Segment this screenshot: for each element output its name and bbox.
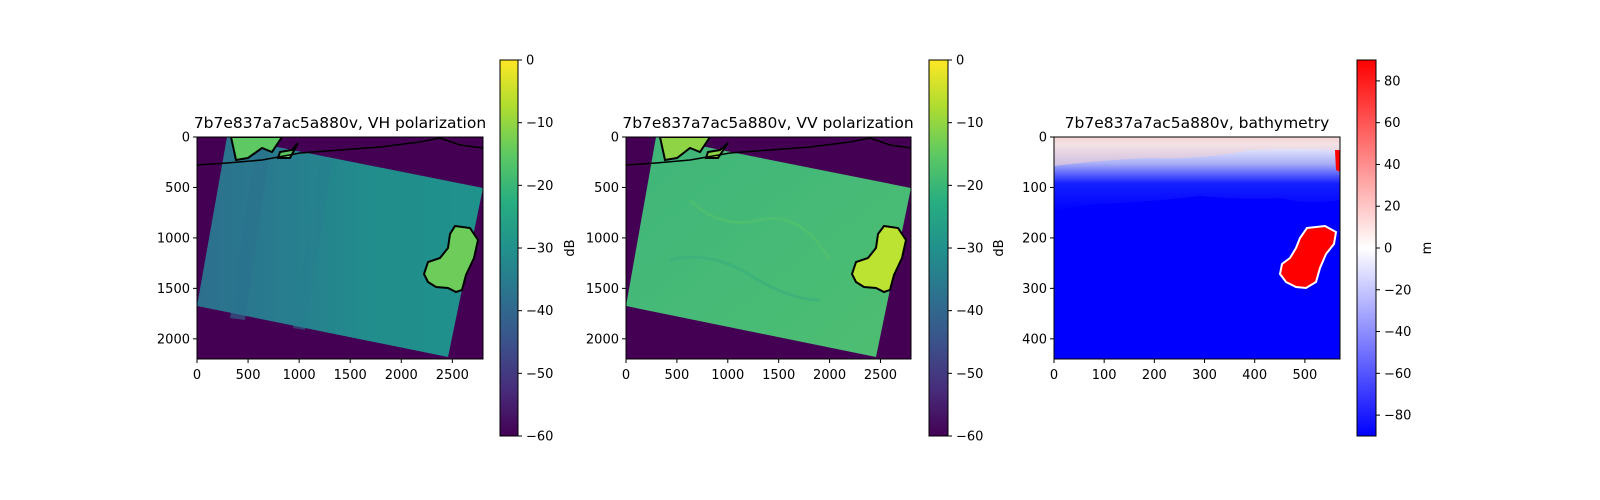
bathymetry-island <box>1278 224 1338 290</box>
colorbar-bathymetry-tick-label: 80 <box>1384 74 1401 89</box>
colorbar-bathymetry-tick-label: 60 <box>1384 116 1401 131</box>
panel-vv: 7b7e837a7ac5a880v, VV polarization 0 500 1… <box>586 114 914 383</box>
colorbar-vv: 0 −10 −20 −30 −40 −50 −60 dB <box>928 54 1007 445</box>
bathymetry-x-tick-label: 500 <box>1292 368 1317 383</box>
panel-vh: 7b7e837a7ac5a880v, VH polarization 0 500 1… <box>157 114 486 383</box>
colorbar-bathymetry-ticks: 80 60 40 20 0 −20 −40 −60 −80 <box>1376 74 1411 424</box>
panel-bathymetry: 7b7e837a7ac5a880v, bathymetry 0 100 200 300… <box>1022 114 1341 384</box>
bathymetry-x-tick-label: 0 <box>1050 368 1058 383</box>
bathymetry-x-tick-label: 300 <box>1192 368 1217 383</box>
vv-texture <box>669 255 821 302</box>
colorbar-vv-tick-label: −10 <box>956 116 983 131</box>
vv-y-tick-label: 500 <box>594 181 619 196</box>
colorbar-vh-ticks: 0 −10 −20 −30 −40 −50 −60 <box>518 54 553 445</box>
vh-y-tick-label: 2000 <box>157 332 190 347</box>
panel-bathymetry-image <box>1054 137 1340 359</box>
colorbar-bathymetry-tick-label: −40 <box>1384 325 1411 340</box>
bathymetry-land-edge <box>1335 150 1340 172</box>
vv-island <box>850 224 908 294</box>
panel-bathymetry-title: 7b7e837a7ac5a880v, bathymetry <box>1065 114 1330 132</box>
vv-land-north <box>658 137 712 162</box>
vv-x-tick-label: 1500 <box>762 368 795 383</box>
colorbar-vh-tick-label: 0 <box>526 54 534 69</box>
colorbar-bathymetry-label: m <box>1420 242 1435 255</box>
vh-x-tick-label: 0 <box>193 368 201 383</box>
vh-y-tick-label: 1500 <box>157 282 190 297</box>
vv-coast-line <box>626 137 911 166</box>
vh-land-north <box>229 137 284 162</box>
vv-y-tick-label: 1000 <box>586 231 619 246</box>
colorbar-vv-tick-label: −50 <box>956 367 983 382</box>
panel-vh-title: 7b7e837a7ac5a880v, VH polarization <box>194 114 486 132</box>
bathymetry-y-tick-label: 300 <box>1022 282 1047 297</box>
vv-texture <box>688 198 832 261</box>
colorbar-vh-tick-label: −60 <box>526 430 553 445</box>
colorbar-vh-tick-label: −40 <box>526 304 553 319</box>
vv-y-tick-label: 2000 <box>586 332 619 347</box>
colorbar-vh-tick-label: −50 <box>526 367 553 382</box>
colorbar-vv-label: dB <box>992 239 1007 256</box>
vh-swath <box>197 137 483 357</box>
vh-x-tick-label: 1500 <box>334 368 367 383</box>
bathymetry-y-tick-label: 100 <box>1022 181 1047 196</box>
colorbar-bathymetry-tick-label: −20 <box>1384 283 1411 298</box>
colorbar-vh: 0 −10 −20 −30 −40 −50 −60 dB <box>499 54 578 445</box>
colorbar-vh-tick-label: −30 <box>526 242 553 257</box>
vh-y-tick-label: 1000 <box>157 231 190 246</box>
bathymetry-x-tick-label: 100 <box>1092 368 1117 383</box>
colorbar-bathymetry-tick-label: 0 <box>1384 242 1392 257</box>
panel-vv-image <box>626 137 911 359</box>
vv-x-tick-label: 2000 <box>813 368 846 383</box>
vv-y-tick-label: 0 <box>611 131 619 146</box>
vh-x-tick-label: 500 <box>236 368 261 383</box>
bathymetry-x-tick-label: 400 <box>1242 368 1267 383</box>
bathymetry-y-tick-label: 0 <box>1039 131 1047 146</box>
colorbar-vv-tick-label: −30 <box>956 242 983 257</box>
colorbar-bathymetry-tick-label: 20 <box>1384 200 1401 215</box>
bathymetry-shallow-band <box>1054 137 1340 166</box>
colorbar-bathymetry-tick-label: −60 <box>1384 367 1411 382</box>
vv-x-tick-label: 1000 <box>711 368 744 383</box>
vh-x-tick-label: 2500 <box>436 368 469 383</box>
panel-vh-ticks: 0 500 1000 1500 2000 2500 0 500 1000 1500 2000 <box>157 131 469 384</box>
vv-swath <box>626 137 911 357</box>
vh-coast-line <box>197 137 483 166</box>
colorbar-vv-tick-label: 0 <box>956 54 964 69</box>
vh-stripe <box>293 160 332 330</box>
panel-vv-ticks: 0 500 1000 1500 2000 2500 0 500 1000 1500 2000 <box>586 131 897 384</box>
colorbar-vh-tick-label: −10 <box>526 116 553 131</box>
panel-bathymetry-ticks: 0 100 200 300 400 500 0 100 200 300 400 <box>1022 131 1317 384</box>
colorbar-vh-tick-label: −20 <box>526 179 553 194</box>
vh-x-tick-label: 2000 <box>385 368 418 383</box>
vv-x-tick-label: 0 <box>622 368 630 383</box>
colorbar-vv-ticks: 0 −10 −20 −30 −40 −50 −60 <box>948 54 983 445</box>
colorbar-bathymetry-tick-label: −80 <box>1384 409 1411 424</box>
panel-vv-title: 7b7e837a7ac5a880v, VV polarization <box>622 114 913 132</box>
vv-x-tick-label: 500 <box>664 368 689 383</box>
vv-x-tick-label: 2500 <box>864 368 897 383</box>
bathymetry-y-tick-label: 200 <box>1022 231 1047 246</box>
vh-y-tick-label: 0 <box>182 131 190 146</box>
bathymetry-x-tick-label: 200 <box>1142 368 1167 383</box>
panel-vh-image <box>197 137 483 359</box>
vh-island <box>422 224 480 294</box>
colorbar-vv-tick-label: −60 <box>956 430 983 445</box>
colorbar-bathymetry-tick-label: 40 <box>1384 158 1401 173</box>
colorbar-vv-tick-label: −40 <box>956 304 983 319</box>
colorbar-bathymetry: 80 60 40 20 0 −20 −40 −60 −80 m <box>1356 59 1435 437</box>
colorbar-vh-label: dB <box>563 239 578 256</box>
vh-y-tick-label: 500 <box>165 181 190 196</box>
colorbar-vv-tick-label: −20 <box>956 179 983 194</box>
bathymetry-y-tick-label: 400 <box>1022 332 1047 347</box>
vv-y-tick-label: 1500 <box>586 282 619 297</box>
vh-stripe <box>230 150 270 320</box>
vh-x-tick-label: 1000 <box>283 368 316 383</box>
